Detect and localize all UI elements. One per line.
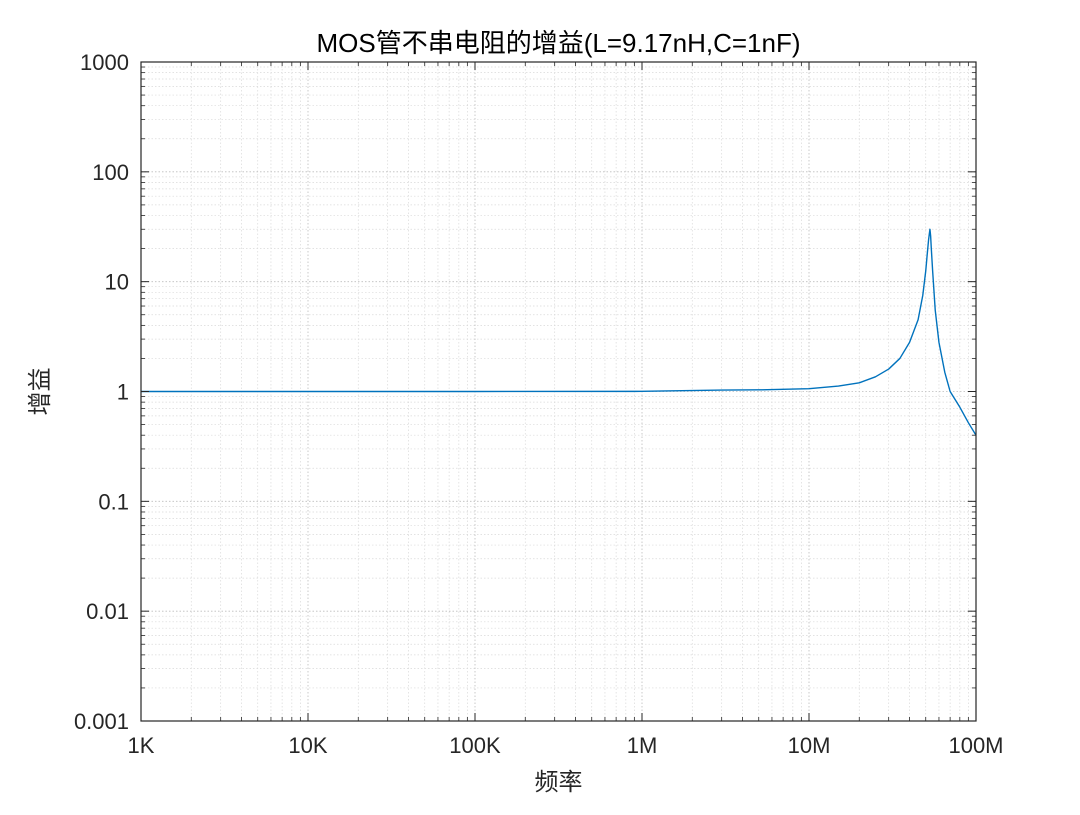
x-tick-label: 10K bbox=[288, 733, 327, 758]
y-tick-label: 1 bbox=[117, 380, 129, 405]
series-layer bbox=[141, 228, 977, 436]
x-tick-label: 1M bbox=[627, 733, 658, 758]
chart-title: MOS管不串电阻的增益(L=9.17nH,C=1nF) bbox=[316, 28, 800, 58]
y-axis-label: 增益 bbox=[27, 368, 54, 416]
y-tick-label: 10 bbox=[105, 270, 129, 295]
x-tick-label: 1K bbox=[128, 733, 155, 758]
tick-marks bbox=[140, 61, 977, 722]
x-tick-label: 10M bbox=[788, 733, 831, 758]
y-tick-label: 0.1 bbox=[98, 489, 129, 514]
y-tick-labels: 0.001 0.01 0.1 1 10 100 1000 bbox=[74, 50, 129, 734]
x-tick-label: 100M bbox=[948, 733, 1003, 758]
y-tick-label: 0.01 bbox=[86, 599, 129, 624]
series-line bbox=[141, 228, 977, 436]
y-tick-label: 1000 bbox=[80, 50, 129, 75]
x-tick-label: 100K bbox=[449, 733, 501, 758]
x-axis-label: 频率 bbox=[535, 769, 583, 796]
y-tick-label: 0.001 bbox=[74, 709, 129, 734]
y-tick-label: 100 bbox=[92, 160, 129, 185]
x-tick-labels: 1K 10K 100K 1M 10M 100M bbox=[128, 733, 1004, 758]
